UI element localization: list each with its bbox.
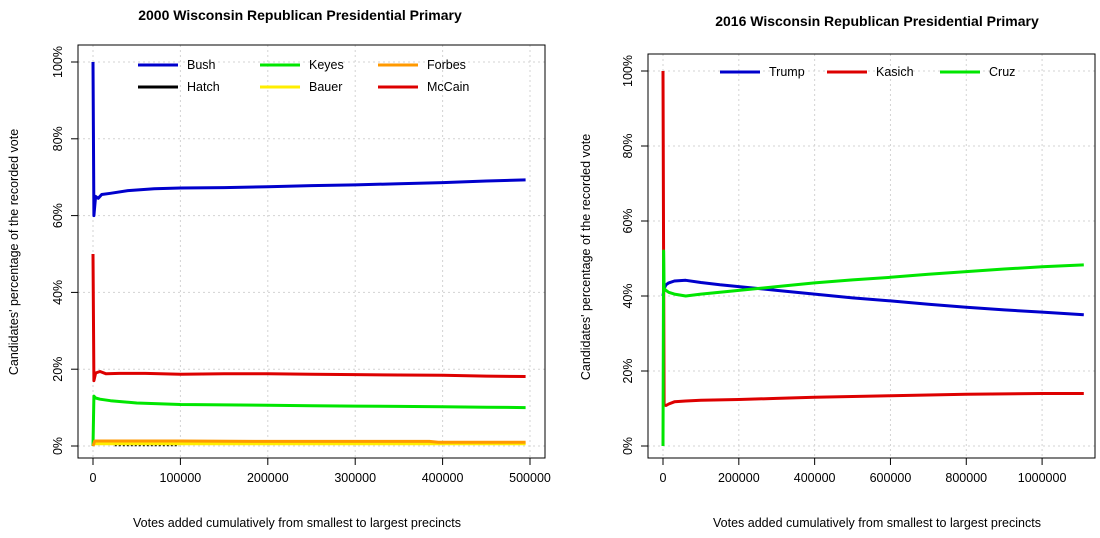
- y-tick-label: 80%: [621, 133, 635, 158]
- x-tick-label: 500000: [509, 471, 551, 485]
- legend-label-kasich: Kasich: [876, 65, 914, 79]
- series-line-kasich: [661, 70, 1084, 407]
- series-line-bush: [91, 61, 526, 218]
- x-tick-label: 1000000: [1018, 471, 1067, 485]
- y-tick-label: 80%: [51, 126, 65, 151]
- legend-label-trump: Trump: [769, 65, 805, 79]
- x-tick-label: 100000: [160, 471, 202, 485]
- legend-label-hatch: Hatch: [187, 80, 220, 94]
- y-tick-label: 100%: [51, 46, 65, 78]
- plot-frame: [77, 44, 546, 459]
- series-line-forbes: [91, 439, 526, 447]
- series-line-cruz: [661, 249, 1084, 447]
- y-tick-label: 20%: [621, 358, 635, 383]
- y-tick-label: 60%: [621, 208, 635, 233]
- legend: Bush Hatch Keyes Bauer Forbes McCain: [138, 58, 469, 94]
- x-tick-label: 400000: [422, 471, 464, 485]
- x-tick-label: 800000: [945, 471, 987, 485]
- legend-label-bush: Bush: [187, 58, 216, 72]
- legend-label-cruz: Cruz: [989, 65, 1015, 79]
- chart-panel-1: 0 100000 200000 300000 400000 500000 0% 20% 40% 6…: [7, 7, 551, 530]
- legend: Trump Kasich Cruz: [720, 65, 1015, 79]
- y-tick-label: 0%: [51, 437, 65, 455]
- y-tick-label: 0%: [621, 437, 635, 455]
- chart-panel-2: 0 200000 400000 600000 800000 1000000 0% 20% 40%…: [579, 13, 1096, 530]
- legend-label-forbes: Forbes: [427, 58, 466, 72]
- y-tick-label: 100%: [621, 55, 635, 87]
- plot-frame: [647, 53, 1096, 459]
- x-tick-label: 300000: [334, 471, 376, 485]
- legend-label-keyes: Keyes: [309, 58, 344, 72]
- y-tick-label: 40%: [51, 280, 65, 305]
- chart-title: 2000 Wisconsin Republican Presidential P…: [138, 7, 462, 23]
- x-tick-label: 600000: [870, 471, 912, 485]
- x-tick-label: 0: [90, 471, 97, 485]
- y-tick-label: 20%: [51, 357, 65, 382]
- x-tick-label: 200000: [247, 471, 289, 485]
- series-line-mccain: [91, 253, 526, 383]
- series-line-trump: [661, 278, 1084, 317]
- x-tick-label: 200000: [718, 471, 760, 485]
- y-axis-label: Candidates' percentage of the recorded v…: [7, 129, 21, 375]
- legend-label-mccain: McCain: [427, 80, 469, 94]
- chart-title: 2016 Wisconsin Republican Presidential P…: [715, 13, 1039, 29]
- legend-label-bauer: Bauer: [309, 80, 342, 94]
- x-axis-label: Votes added cumulatively from smallest t…: [713, 516, 1041, 530]
- y-tick-label: 40%: [621, 283, 635, 308]
- y-tick-label: 60%: [51, 203, 65, 228]
- x-axis-label: Votes added cumulatively from smallest t…: [133, 516, 461, 530]
- x-tick-label: 400000: [794, 471, 836, 485]
- x-tick-label: 0: [660, 471, 667, 485]
- series-line-keyes: [91, 394, 526, 447]
- y-axis-label: Candidates' percentage of the recorded v…: [579, 134, 593, 380]
